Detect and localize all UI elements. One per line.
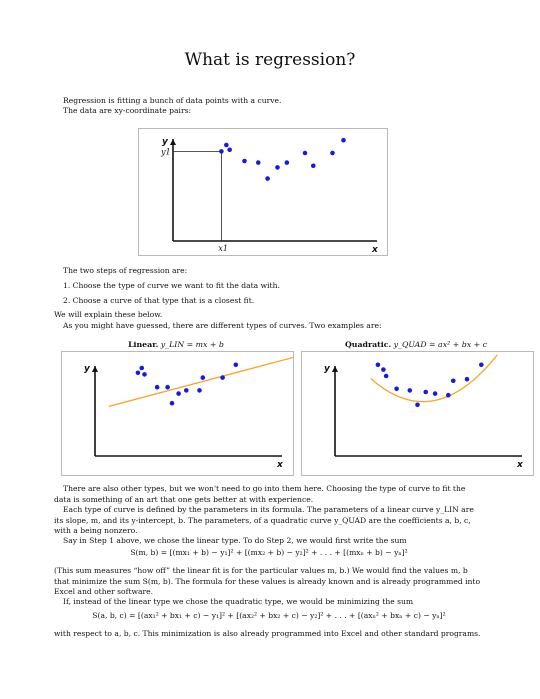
- data-point: [227, 147, 232, 153]
- x-axis-label: x: [371, 245, 379, 255]
- equation-quadratic: S(a, b, c) = [(ax₁² + bx₁ + c) − y₁]² + …: [92, 611, 446, 620]
- data-point: [341, 137, 346, 143]
- quadratic-caption-bold: Quadratic.: [345, 340, 392, 349]
- y-axis-label: y: [324, 364, 331, 374]
- data-point: [275, 165, 280, 170]
- data-point: [375, 362, 381, 368]
- data-point: [197, 388, 202, 393]
- data-point: [446, 392, 451, 398]
- data-point: [169, 400, 175, 406]
- paragraph-6: with respect to a, b, c. This minimizati…: [54, 629, 481, 638]
- data-point: [310, 163, 316, 169]
- data-point: [219, 149, 224, 154]
- fit-curve: [370, 354, 498, 403]
- y-axis-arrow: [332, 366, 338, 372]
- data-point: [381, 367, 386, 372]
- y-axis-label: y: [162, 137, 169, 147]
- paragraph-1: There are also other types, but we won't…: [54, 484, 466, 504]
- data-point: [383, 373, 389, 379]
- data-point: [255, 160, 261, 165]
- data-point: [200, 375, 206, 380]
- paragraph-4: (This sum measures “how off” the linear …: [54, 566, 481, 596]
- step-2: 2. Choose a curve of that type that is a…: [63, 296, 255, 305]
- data-point: [450, 378, 456, 384]
- y-axis-arrow: [92, 366, 98, 372]
- equation-linear: S(m, b) = [(mx₁ + b) − y₁]² + [(mx₂ + b)…: [130, 548, 408, 557]
- data-point: [284, 160, 290, 165]
- data-point: [139, 365, 145, 371]
- data-point: [423, 389, 429, 395]
- guess-line: As you might have guessed, there are dif…: [63, 321, 382, 330]
- scatter-plot: y x y1 x1: [160, 137, 379, 255]
- quadratic-plot: yx: [324, 354, 524, 470]
- paragraph-3: Say in Step 1 above, we chose the linear…: [63, 536, 407, 545]
- y1-label: y1: [160, 147, 171, 156]
- fit-line: [108, 356, 293, 408]
- data-point: [330, 150, 335, 156]
- data-point: [479, 362, 484, 368]
- quadratic-caption: Quadratic. y_QUAD = ax² + bx + c: [300, 340, 532, 349]
- data-point: [220, 375, 225, 380]
- linear-caption: Linear. y_LIN = mx + b: [60, 340, 292, 349]
- paragraph-2: Each type of curve is defined by the par…: [54, 505, 474, 535]
- x1-label: x1: [218, 244, 228, 253]
- linear-plot: yx: [84, 356, 293, 470]
- paragraph-5: If, instead of the linear type we chose …: [63, 597, 414, 606]
- y-axis-arrow: [170, 139, 176, 145]
- steps-intro: The two steps of regression are:: [63, 266, 188, 275]
- quadratic-caption-formula: y_QUAD = ax² + bx + c: [393, 340, 487, 349]
- data-point: [432, 391, 438, 396]
- data-point: [142, 372, 147, 377]
- data-point: [184, 388, 189, 393]
- data-point: [265, 176, 270, 181]
- data-point: [415, 402, 420, 408]
- data-point: [464, 376, 470, 382]
- data-point: [135, 370, 141, 376]
- intro-line-2: The data are xy-coordinate pairs:: [63, 106, 192, 115]
- explain-line: We will explain these below.: [54, 310, 163, 319]
- data-point: [407, 388, 413, 393]
- linear-caption-bold: Linear.: [128, 340, 159, 349]
- data-point: [176, 391, 181, 396]
- x-axis-label: x: [276, 460, 284, 470]
- x-axis-label: x: [516, 460, 524, 470]
- intro-line-1: Regression is fitting a bunch of data po…: [63, 96, 282, 105]
- y-axis-label: y: [84, 364, 91, 374]
- data-point: [224, 142, 229, 148]
- data-point: [154, 384, 160, 390]
- data-point: [242, 158, 247, 164]
- linear-caption-formula: y_LIN = mx + b: [160, 340, 224, 349]
- data-point: [165, 384, 170, 390]
- page-title: What is regression?: [184, 50, 356, 70]
- data-point: [302, 150, 308, 156]
- data-point: [233, 362, 239, 368]
- scatter-figure: y x y1 x1: [138, 128, 388, 256]
- step-1: 1. Choose the type of curve we want to f…: [63, 281, 280, 290]
- data-point: [394, 386, 399, 392]
